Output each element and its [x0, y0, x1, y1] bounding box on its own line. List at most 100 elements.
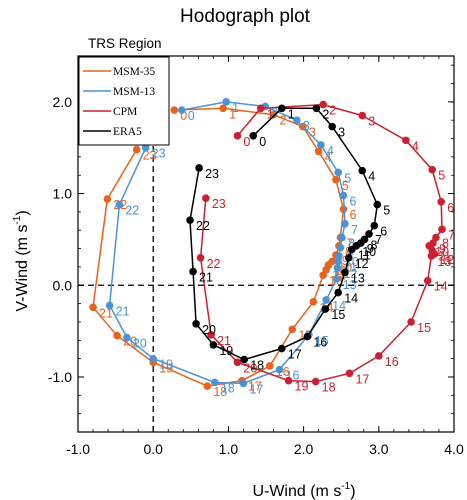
point-label: 3: [338, 126, 345, 140]
y-tick-label: 2.0: [53, 94, 73, 110]
data-point: [344, 253, 353, 262]
data-point: [233, 131, 242, 140]
point-label: 5: [342, 179, 349, 193]
data-point: [105, 301, 114, 310]
point-label: 8: [348, 237, 355, 251]
data-point: [196, 253, 205, 262]
series-line: [189, 107, 379, 361]
point-label: 9: [342, 254, 349, 268]
legend-label: MSM-35: [113, 66, 155, 78]
point-label: 23: [205, 167, 219, 181]
point-label: 12: [440, 253, 454, 267]
data-point: [209, 341, 218, 349]
point-label: 2: [280, 114, 287, 128]
point-label: 3: [303, 119, 310, 133]
data-point: [189, 267, 197, 276]
x-tick-label: 3.0: [369, 441, 389, 457]
data-point: [275, 365, 284, 374]
data-point: [319, 100, 327, 109]
data-point: [115, 200, 124, 209]
point-label: 10: [362, 245, 376, 259]
point-label: 4: [368, 170, 375, 184]
data-point: [407, 318, 415, 326]
data-point: [438, 225, 446, 234]
point-label: 11: [438, 249, 451, 263]
data-point: [303, 332, 312, 341]
data-point: [89, 303, 97, 312]
point-label: 0: [259, 135, 266, 149]
point-label: 2: [329, 104, 336, 118]
point-label: 21: [99, 306, 113, 320]
point-label: 20: [202, 323, 216, 337]
legend-label: CPM: [113, 106, 137, 118]
data-point: [113, 331, 121, 340]
x-axis-label: U-Wind (m s-1): [252, 481, 355, 500]
point-label: 18: [322, 381, 336, 395]
point-label: 1: [229, 107, 236, 121]
legend-label: ERA5: [113, 126, 142, 138]
point-label: 0: [180, 109, 187, 123]
x-tick-label: -1.0: [66, 441, 90, 457]
point-label: 17: [248, 380, 262, 394]
point-label: 6: [380, 225, 387, 239]
point-label: 0: [243, 135, 250, 149]
point-label: 11: [358, 249, 371, 263]
point-label: 13: [343, 278, 357, 292]
x-tick-label: 2.0: [294, 441, 314, 457]
data-point: [334, 257, 342, 266]
data-point: [358, 166, 367, 175]
x-tick-label: 1.0: [219, 441, 239, 457]
data-point: [195, 164, 203, 172]
data-point: [309, 297, 318, 306]
data-point: [202, 194, 210, 202]
point-label: 15: [315, 334, 329, 348]
point-label: 3: [309, 126, 316, 140]
point-label: 23: [143, 149, 157, 163]
point-label: 19: [295, 380, 309, 394]
point-label: 4: [412, 139, 419, 153]
point-label: 14: [332, 299, 346, 313]
point-label: 17: [249, 382, 263, 396]
data-point: [328, 122, 336, 131]
data-point: [288, 325, 297, 334]
data-point: [293, 116, 301, 124]
data-point: [141, 143, 150, 152]
point-label: 23: [152, 147, 166, 161]
data-point: [332, 275, 341, 283]
data-point: [332, 176, 340, 184]
x-tick-label: 4.0: [444, 441, 464, 457]
point-label: 4: [327, 144, 334, 158]
data-point: [402, 136, 410, 145]
data-point: [269, 110, 278, 119]
chart-subtitle: TRS Region: [88, 36, 162, 51]
point-label: 13: [351, 271, 365, 285]
point-label: 22: [196, 219, 210, 233]
point-label: 1: [267, 107, 274, 121]
data-point: [233, 358, 242, 367]
point-label: 10: [435, 245, 449, 259]
data-point: [103, 195, 112, 203]
data-point: [370, 221, 379, 230]
point-label: 23: [212, 197, 226, 211]
data-point: [284, 376, 293, 385]
point-label: 5: [438, 169, 445, 183]
legend-label: MSM-13: [113, 86, 155, 98]
data-point: [373, 200, 382, 209]
point-label: 8: [442, 237, 449, 251]
point-label: 0: [188, 109, 195, 123]
point-label: 9: [439, 242, 446, 256]
chart-title: Hodograph plot: [180, 6, 311, 27]
y-tick-label: 1.0: [53, 186, 73, 202]
data-point: [339, 191, 348, 200]
data-point: [345, 369, 354, 378]
data-point: [186, 216, 194, 224]
point-label: 7: [351, 223, 358, 237]
data-point: [336, 243, 345, 252]
data-point: [311, 377, 320, 386]
plot-area: -1.0 0.0 1.0 2.0 3.0 4.0-1.00.01.02.00 1 234567…: [48, 55, 464, 457]
data-point: [170, 106, 179, 114]
data-point: [317, 141, 325, 149]
data-point: [211, 378, 219, 387]
